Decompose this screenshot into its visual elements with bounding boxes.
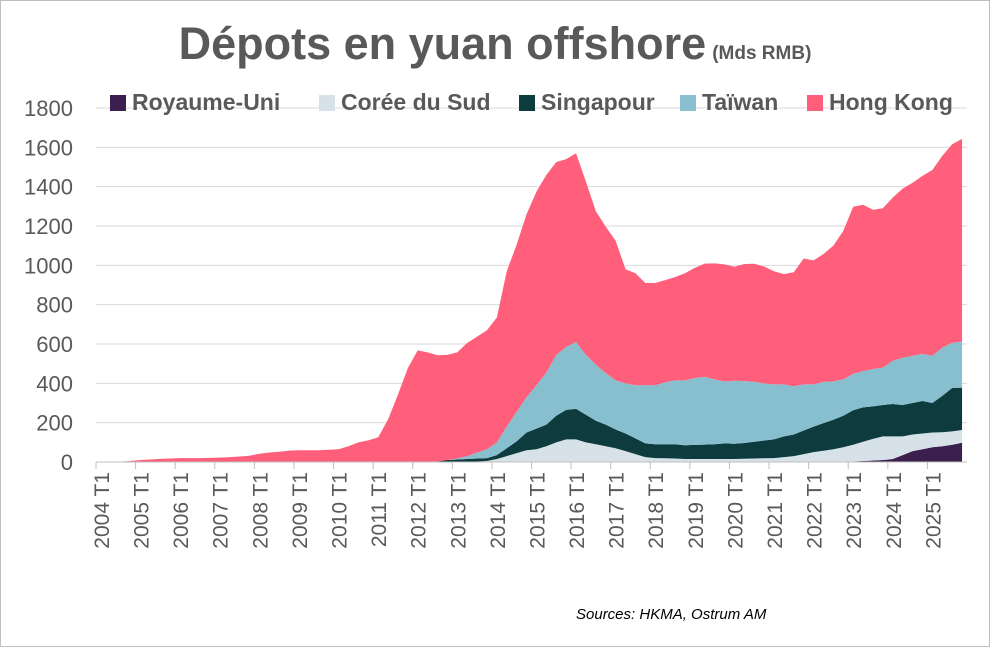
area-taiwan	[100, 341, 963, 462]
area-singapour	[100, 387, 963, 462]
y-tick-label: 1800	[24, 96, 73, 121]
legend-swatch	[319, 95, 335, 111]
x-tick-label: 2006 T1	[170, 472, 193, 549]
area-hong-kong	[100, 138, 963, 462]
x-tick-label: 2022 T1	[804, 472, 827, 549]
legend-swatch	[110, 95, 126, 111]
stacked-areas	[100, 138, 963, 462]
y-tick-label: 0	[61, 450, 73, 475]
legend-label: Royaume-Uni	[132, 89, 280, 115]
y-tick-label: 400	[36, 371, 73, 396]
x-tick-label: 2010 T1	[328, 472, 351, 549]
x-tick-label: 2013 T1	[447, 472, 470, 549]
y-tick-label: 1200	[24, 214, 73, 239]
y-tick-label: 1600	[24, 135, 73, 160]
x-tick-label: 2007 T1	[210, 472, 233, 549]
legend-label: Taïwan	[702, 89, 778, 115]
y-tick-label: 200	[36, 411, 73, 436]
source-note: Sources: HKMA, Ostrum AM	[576, 606, 767, 623]
x-tick-label: 2018 T1	[645, 472, 668, 549]
legend-swatch	[519, 95, 535, 111]
y-tick-label: 600	[36, 332, 73, 357]
legend-label: Corée du Sud	[341, 89, 491, 115]
chart-title-block: Dépots en yuan offshore (Mds RMB)	[0, 18, 990, 70]
y-tick-label: 800	[36, 293, 73, 318]
x-tick-label: 2011 T1	[368, 472, 391, 547]
y-tick-label: 1400	[24, 175, 73, 200]
x-tick-label: 2021 T1	[764, 472, 787, 549]
legend-swatch	[680, 95, 696, 111]
axes: 0 200 400 600 800 1000 1200 1400 1600 1800 2004 T1…	[24, 96, 967, 549]
x-tick-label: 2024 T1	[883, 472, 906, 549]
x-tick-label: 2009 T1	[289, 472, 312, 549]
x-tick-label: 2015 T1	[526, 472, 549, 549]
legend-label: Hong Kong	[829, 89, 953, 115]
x-tick-label: 2014 T1	[487, 472, 510, 549]
chart-title: Dépots en yuan offshore	[178, 18, 707, 69]
area-coree-du-sud	[100, 429, 963, 462]
x-tick-label: 2008 T1	[249, 472, 272, 549]
x-tick-label: 2023 T1	[843, 472, 866, 549]
x-tick-label: 2017 T1	[606, 472, 629, 549]
y-tick-label: 1000	[24, 253, 73, 278]
x-tick-label: 2005 T1	[131, 472, 154, 549]
legend-label: Singapour	[541, 89, 655, 115]
legend: Royaume-Uni Corée du Sud Singapour Taïwan Ho…	[110, 89, 953, 115]
x-tick-label: 2004 T1	[91, 472, 114, 549]
x-tick-label: 2020 T1	[724, 472, 747, 549]
x-tick-label: 2019 T1	[685, 472, 708, 549]
legend-swatch	[807, 95, 823, 111]
chart-subtitle: (Mds RMB)	[712, 43, 812, 64]
x-tick-label: 2016 T1	[566, 472, 589, 549]
x-tick-label: 2012 T1	[408, 472, 431, 549]
x-tick-label: 2025 T1	[922, 472, 945, 549]
